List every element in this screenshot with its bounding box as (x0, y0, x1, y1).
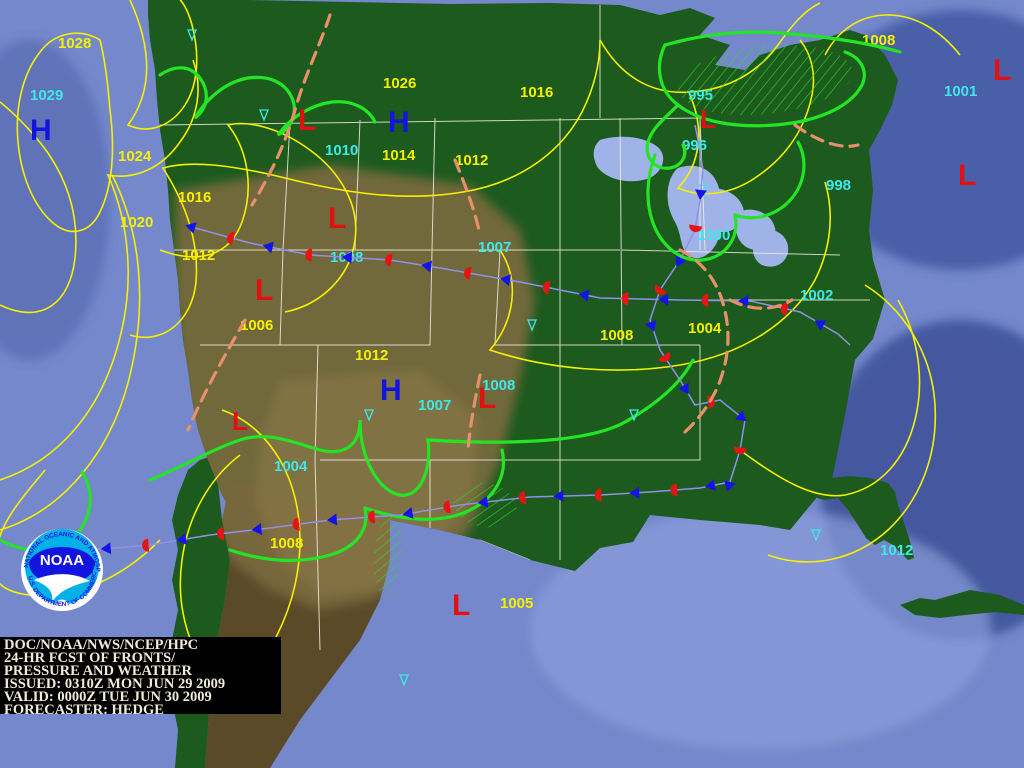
svg-text:1028: 1028 (58, 35, 91, 52)
svg-text:1005: 1005 (500, 595, 533, 612)
svg-text:1008: 1008 (270, 535, 303, 552)
svg-text:L: L (232, 406, 248, 436)
svg-text:1004: 1004 (274, 458, 308, 475)
svg-text:1012: 1012 (880, 542, 913, 559)
svg-text:1012: 1012 (455, 152, 488, 169)
svg-text:NOAA: NOAA (40, 552, 84, 569)
svg-text:1016: 1016 (178, 189, 211, 206)
svg-text:1020: 1020 (120, 214, 153, 231)
svg-text:1010: 1010 (325, 142, 358, 159)
svg-text:1016: 1016 (520, 84, 553, 101)
svg-text:H: H (380, 374, 402, 407)
svg-text:998: 998 (826, 177, 851, 194)
svg-text:L: L (700, 104, 716, 134)
svg-text:1026: 1026 (383, 75, 416, 92)
svg-text:1002: 1002 (800, 287, 833, 304)
svg-text:L: L (255, 274, 273, 307)
svg-text:FORECASTER: HEDGE: FORECASTER: HEDGE (4, 702, 164, 718)
svg-text:1024: 1024 (118, 148, 152, 165)
svg-text:L: L (452, 589, 470, 622)
svg-text:1008: 1008 (600, 327, 633, 344)
svg-text:L: L (328, 202, 346, 235)
svg-text:1012: 1012 (355, 347, 388, 364)
svg-text:1014: 1014 (382, 147, 416, 164)
svg-text:1000: 1000 (697, 227, 730, 244)
svg-text:1029: 1029 (30, 87, 63, 104)
svg-text:L: L (993, 54, 1011, 87)
svg-text:H: H (388, 106, 410, 139)
svg-text:L: L (298, 104, 316, 137)
svg-text:1004: 1004 (688, 320, 722, 337)
svg-text:H: H (30, 114, 52, 147)
svg-text:L: L (958, 159, 976, 192)
svg-text:1007: 1007 (418, 397, 451, 414)
svg-text:1007: 1007 (478, 239, 511, 256)
svg-text:1012: 1012 (182, 247, 215, 264)
svg-text:1001: 1001 (944, 83, 977, 100)
svg-text:L: L (478, 382, 496, 415)
